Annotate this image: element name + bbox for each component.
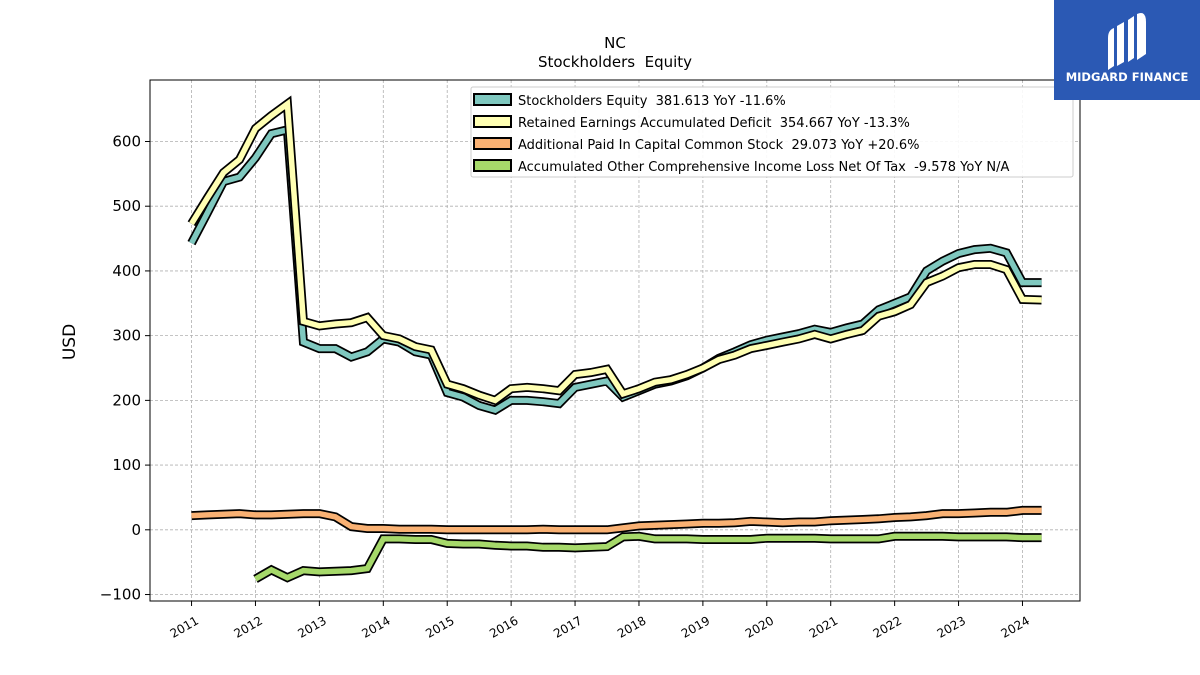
- y-tick-label: 100: [112, 456, 141, 474]
- x-tick-label: 2011: [168, 613, 201, 640]
- x-tick-label: 2015: [423, 613, 456, 640]
- legend-label-3: Additional Paid In Capital Common Stock …: [518, 138, 920, 153]
- x-tick-label: 2020: [743, 613, 776, 640]
- series-line-3: [191, 507, 1042, 533]
- y-tick-label: 600: [112, 132, 141, 150]
- x-tick-label: 2021: [807, 613, 840, 640]
- brand-logo: MIDGARD FINANCE: [1054, 0, 1200, 100]
- plot-frame: [149, 79, 1081, 602]
- x-tick-label: 2014: [359, 613, 392, 640]
- legend: Stockholders Equity 381.613 YoY -11.6% Re…: [470, 86, 1074, 178]
- x-tick-label: 2018: [615, 613, 648, 640]
- x-tick-label: 2023: [935, 613, 968, 640]
- legend-swatch-3: [473, 137, 512, 150]
- y-tick-label: 300: [112, 327, 141, 345]
- legend-swatch-2: [473, 115, 512, 128]
- x-tick-label: 2019: [679, 613, 712, 640]
- x-tick-label: 2013: [295, 613, 328, 640]
- series-lines: [187, 95, 1042, 583]
- y-axis-label: USD: [60, 324, 80, 360]
- chart-title: NC: [604, 34, 626, 52]
- logo-text: MIDGARD FINANCE: [1066, 70, 1189, 84]
- legend-box: [470, 86, 1074, 178]
- y-tick-label: 400: [112, 262, 141, 280]
- legend-label-1: Stockholders Equity 381.613 YoY -11.6%: [518, 94, 786, 109]
- x-tick-label: 2017: [551, 613, 584, 640]
- x-tick-label: 2022: [871, 613, 904, 640]
- legend-label-2: Retained Earnings Accumulated Deficit 35…: [518, 116, 910, 131]
- x-tick-label: 2016: [487, 613, 520, 640]
- legend-swatch-4: [473, 159, 512, 172]
- y-tick-label: 200: [112, 391, 141, 409]
- y-tick-label: 0: [131, 521, 141, 539]
- y-tick-label: −100: [100, 586, 141, 604]
- series-line-4: [254, 533, 1042, 582]
- series-line-2: [189, 98, 1042, 404]
- midgard-logo-icon: [1108, 13, 1146, 70]
- x-tick-label: 2024: [999, 613, 1032, 640]
- x-tick-label: 2012: [232, 613, 265, 640]
- legend-swatch-1: [473, 93, 512, 106]
- chart-subtitle: Stockholders Equity: [538, 53, 692, 71]
- y-tick-label: 500: [112, 197, 141, 215]
- legend-label-4: Accumulated Other Comprehensive Income L…: [518, 160, 1009, 175]
